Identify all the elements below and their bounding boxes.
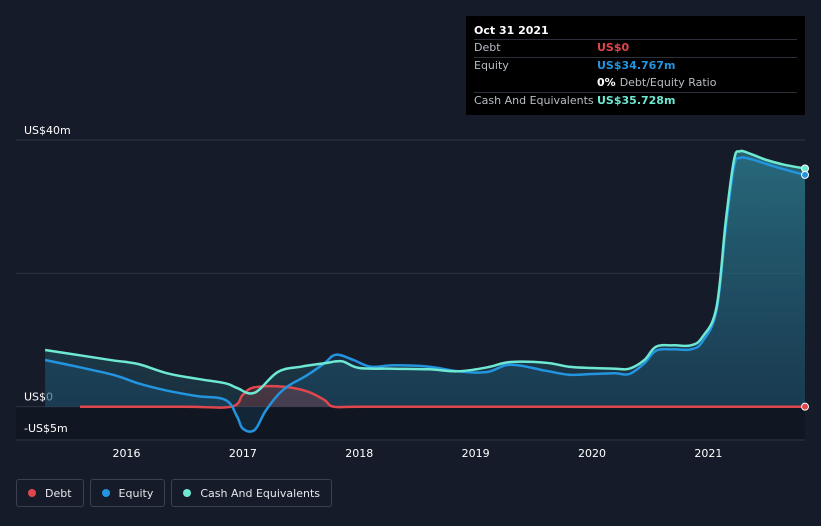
legend-debt-label: Debt [45,486,72,500]
y-tick-label: US$40m [24,124,71,137]
legend-debt-dot [28,489,36,497]
plot-underzero [16,407,805,440]
debt-end-marker [801,402,809,411]
tooltip-ratio-label: Debt/Equity Ratio [619,76,717,89]
equity-end-marker [801,170,809,179]
end-markers [801,164,809,411]
x-tick-label: 2017 [229,447,257,460]
tooltip-equity-label: Equity [474,58,509,72]
tooltip-ratio-spacer [474,75,597,92]
tooltip-date: Oct 31 2021 [474,24,549,37]
legend-equity[interactable]: Equity [89,479,166,507]
cash-line [44,149,806,395]
legend-equity-dot [101,489,110,497]
x-axis-labels: 2016 2017 2018 2019 2020 2021 [113,447,723,460]
x-tick-label: 2016 [113,447,141,460]
series-areas [45,150,806,432]
tooltip-ratio-value: 0% [597,76,616,89]
x-tick-label: 2021 [694,447,722,460]
x-tick-label: 2018 [345,447,373,460]
y-tick-label: -US$5m [24,422,68,435]
tooltip-debt-value: US$0 [597,41,630,54]
debt-area [80,386,805,408]
cash-area [45,150,806,407]
x-tick-label: 2019 [462,447,490,460]
legend-cash-dot [183,489,192,497]
tooltip-equity-value: US$34.767m [597,58,676,72]
series-lines [44,149,806,433]
tooltip-cash-label: Cash And Equivalents [474,93,594,107]
legend-cash[interactable]: Cash And Equivalents [171,479,332,507]
chart-legend: Debt Equity Cash And Equivalents [16,479,332,507]
data-tooltip: Oct 31 2021 Debt US$0 Equity US$34.767m … [466,16,805,115]
tooltip-debt-label: Debt [474,41,501,54]
legend-cash-label: Cash And Equivalents [200,486,320,500]
legend-debt[interactable]: Debt [16,479,84,507]
x-tick-label: 2020 [578,447,606,460]
equity-area [45,157,806,432]
tooltip-cash-value: US$35.728m [597,93,676,107]
legend-equity-label: Equity [118,486,154,500]
